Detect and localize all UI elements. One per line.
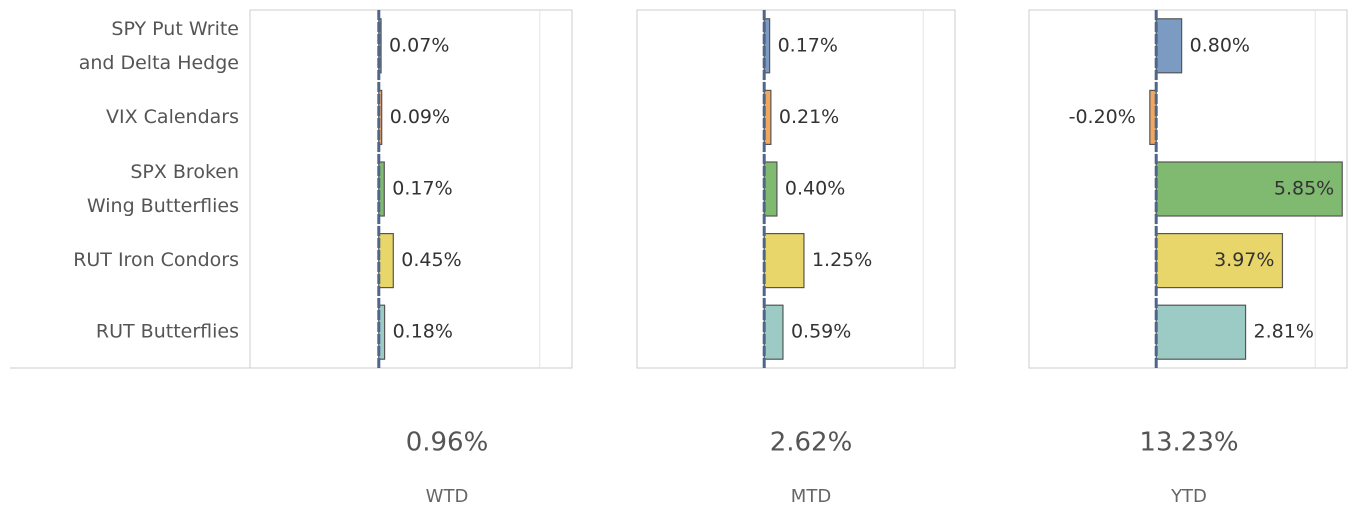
bar	[1155, 161, 1343, 217]
bar	[1155, 18, 1183, 74]
bar	[1155, 304, 1247, 360]
period-label: MTD	[791, 486, 831, 507]
value-label: 0.45%	[401, 249, 461, 271]
bar	[763, 233, 805, 289]
bar	[378, 233, 394, 289]
period-label: YTD	[1170, 486, 1207, 507]
bar	[378, 304, 386, 360]
value-label: 0.09%	[390, 106, 450, 128]
panel-frame	[1028, 9, 1348, 369]
bar	[1149, 89, 1157, 146]
value-label: 0.18%	[393, 321, 453, 343]
bar	[1155, 233, 1284, 289]
value-label: 0.59%	[791, 321, 851, 343]
total-value: 13.23%	[1139, 428, 1238, 458]
bar	[378, 161, 385, 217]
value-label: 0.40%	[785, 178, 845, 200]
bar	[763, 89, 772, 146]
category-label: RUT Iron Condors	[73, 249, 239, 271]
value-label: 0.21%	[779, 106, 839, 128]
bar	[763, 304, 784, 360]
value-label: 0.80%	[1190, 34, 1250, 56]
bar	[763, 161, 778, 217]
panel-frame	[249, 9, 573, 369]
total-value: 2.62%	[770, 428, 853, 458]
value-label: 0.17%	[778, 34, 838, 56]
panel-frame	[636, 9, 956, 369]
value-label: 2.81%	[1254, 321, 1314, 343]
category-label: RUT Butterflies	[96, 321, 239, 343]
value-label: 0.07%	[389, 34, 449, 56]
category-label: SPY Put Write and Delta Hedge	[79, 17, 239, 73]
value-label: -0.20%	[1069, 106, 1136, 128]
value-label: 0.17%	[392, 178, 452, 200]
bar	[763, 18, 771, 74]
value-label: 3.97%	[1214, 249, 1274, 271]
category-label: VIX Calendars	[106, 106, 239, 128]
category-label: SPX Broken Wing Butterflies	[87, 161, 239, 217]
value-label: 5.85%	[1274, 178, 1334, 200]
total-value: 0.96%	[406, 428, 489, 458]
period-label: WTD	[426, 486, 469, 507]
value-label: 1.25%	[812, 249, 872, 271]
